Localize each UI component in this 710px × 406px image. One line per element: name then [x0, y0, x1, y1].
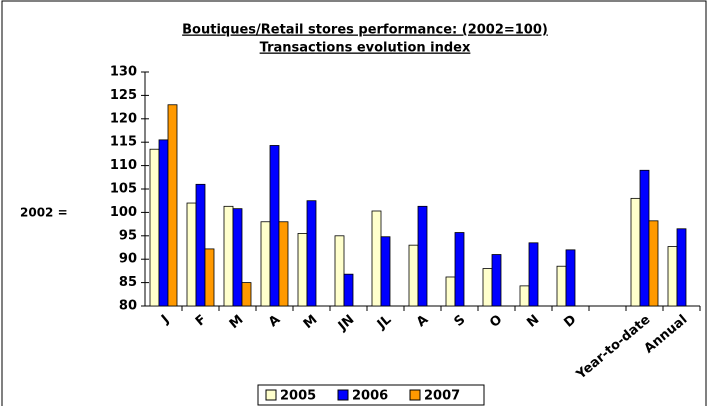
bar [371, 210, 382, 307]
bar [491, 254, 502, 307]
bar [639, 169, 650, 307]
bar [278, 221, 289, 307]
y-tick-label: 85 [119, 275, 137, 290]
bar [306, 200, 317, 307]
bar [204, 248, 215, 307]
y-axis-label: 2002 = [20, 206, 68, 220]
bar [232, 208, 243, 307]
bar [667, 246, 678, 307]
bar [482, 268, 493, 307]
x-tick-label: O [487, 312, 505, 331]
bar [149, 148, 160, 307]
bar [556, 265, 567, 307]
chart-subtitle: Transactions evolution index [260, 41, 471, 56]
bar [445, 276, 456, 307]
bar [380, 236, 391, 307]
legend-swatch [337, 389, 349, 401]
legend-swatch [265, 389, 277, 401]
bar [519, 285, 530, 307]
x-tick-label: N [524, 312, 542, 330]
bar [528, 242, 539, 307]
legend-box [257, 384, 485, 406]
y-tick-label: 120 [110, 111, 137, 126]
y-tick-label: 115 [110, 135, 137, 150]
y-tick-label: 95 [119, 228, 137, 243]
chart-title: Boutiques/Retail stores performance: (20… [182, 23, 548, 38]
y-tick-label: 90 [119, 252, 137, 267]
y-tick-label: 110 [110, 158, 137, 173]
y-tick-label: 100 [110, 205, 137, 220]
bar [334, 235, 345, 307]
x-tick-label: A [414, 312, 431, 330]
x-tick-label: JN [335, 312, 357, 334]
bar [195, 183, 206, 307]
y-tick-label: 130 [110, 65, 137, 80]
bar [223, 205, 234, 307]
bar [408, 244, 419, 307]
bar [269, 145, 280, 307]
x-tick-label: M [301, 312, 321, 332]
legend-label: 2005 [280, 389, 316, 404]
x-tick-label: JL [374, 312, 394, 333]
x-tick-label: M [227, 312, 247, 332]
bar [565, 249, 576, 307]
legend-label: 2006 [352, 389, 388, 404]
x-tick-label: Year-to-date [573, 312, 653, 383]
legend-label: 2007 [424, 389, 460, 404]
bar [297, 233, 308, 307]
legend-swatch [409, 389, 421, 401]
bar [343, 273, 354, 307]
bar [417, 205, 428, 307]
y-tick-label: 105 [110, 182, 137, 197]
x-tick-label: S [451, 312, 468, 330]
x-tick-label: J [158, 312, 172, 327]
bar [676, 228, 687, 307]
bar [630, 197, 641, 307]
bar [241, 282, 252, 307]
x-tick-label: A [266, 312, 283, 330]
y-tick-label: 125 [110, 88, 137, 103]
bar [167, 104, 178, 307]
x-tick-label: F [193, 312, 209, 329]
bar [454, 232, 465, 307]
y-tick-label: 80 [119, 299, 137, 314]
x-tick-label: D [561, 312, 579, 331]
bar [186, 202, 197, 307]
bar [260, 221, 271, 307]
bar [648, 220, 659, 307]
bar [158, 139, 169, 307]
